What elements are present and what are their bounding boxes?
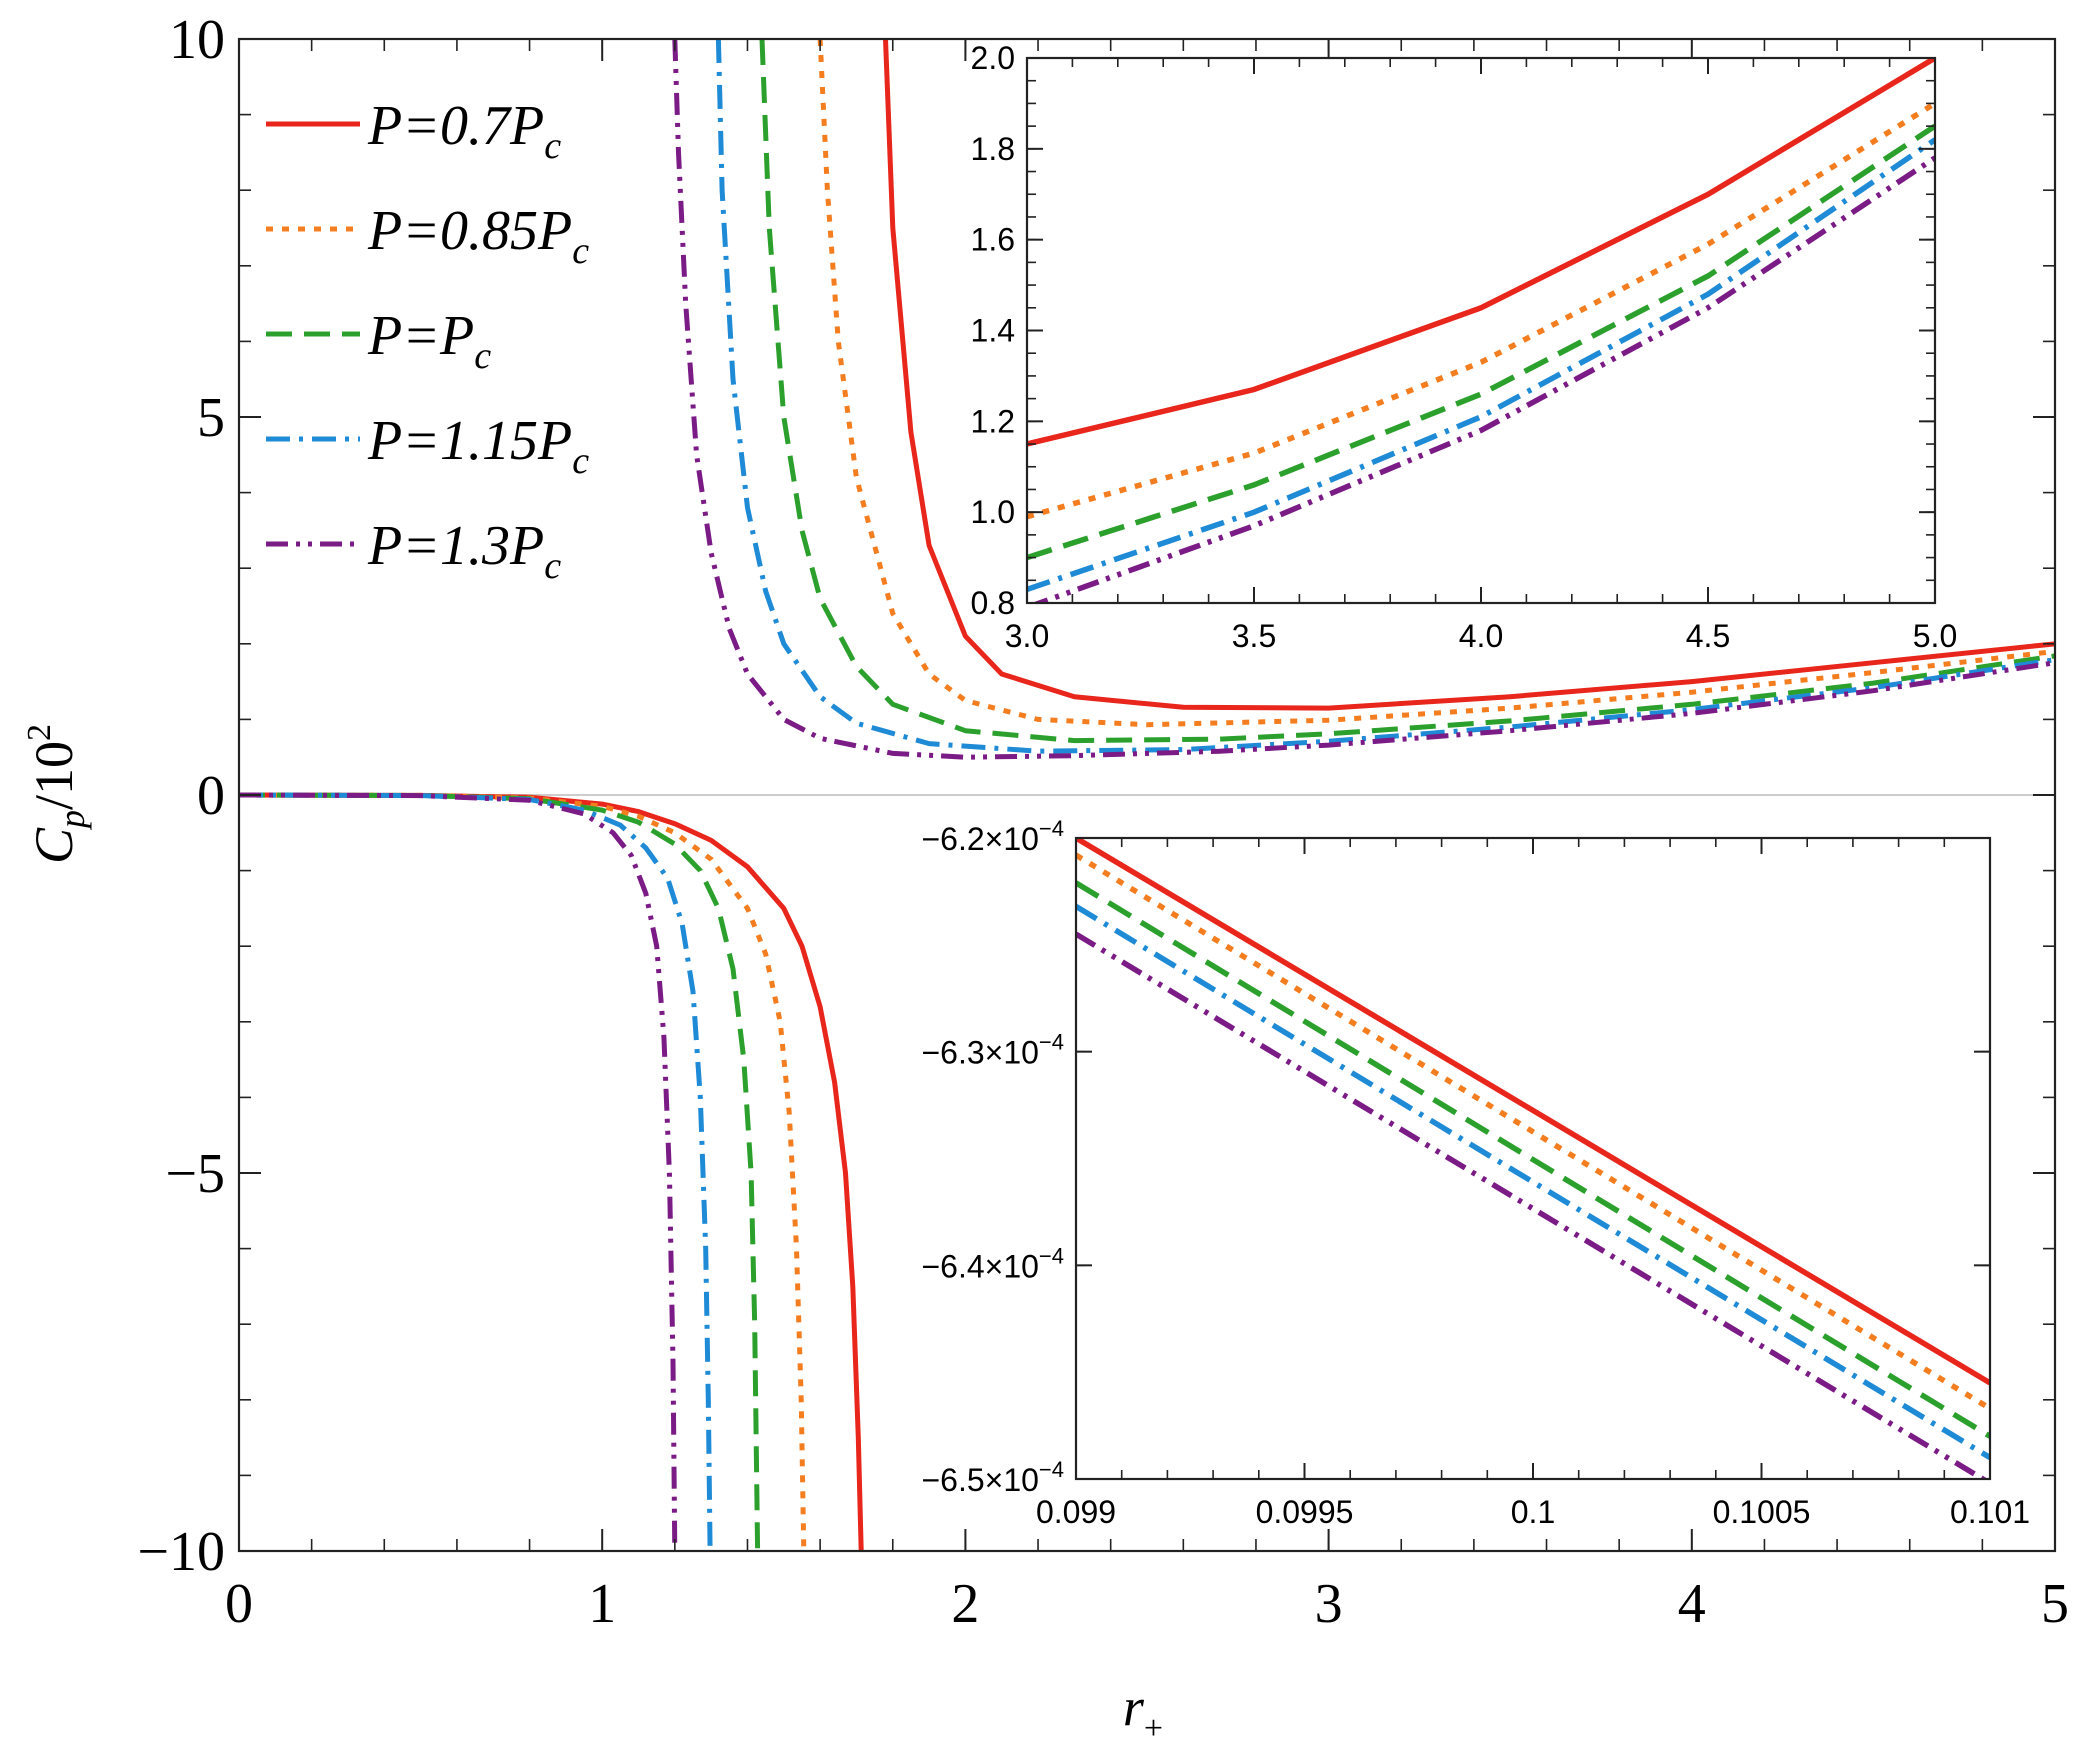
inset-top-x-tick-label: 4.0	[1459, 618, 1503, 654]
inset-bottom-x-tick-label: 0.099	[1036, 1494, 1116, 1530]
legend-label-0: P=0.7Pc	[367, 95, 561, 167]
series-line-1-pos	[817, 39, 2055, 728]
y-tick-label: 5	[197, 387, 225, 449]
legend-label-2: P=Pc	[367, 305, 491, 377]
series-line-0-pos	[883, 39, 2055, 711]
series-line-0-neg	[239, 792, 864, 1551]
inset-top-x-tick-label: 5.0	[1913, 618, 1957, 654]
series-line-4-pos	[672, 39, 2055, 760]
inset-top-y-tick-label: 1.4	[971, 313, 1015, 349]
inset-top-y-tick-label: 1.2	[971, 403, 1015, 439]
x-tick-label: 4	[1678, 1573, 1706, 1635]
inset-top-x-tick-label: 3.5	[1232, 618, 1276, 654]
x-tick-label: 1	[588, 1573, 616, 1635]
x-tick-label: 0	[225, 1573, 253, 1635]
y-axis-label: Cp/102	[21, 724, 92, 864]
inset-top-series-line-2	[1027, 123, 1935, 561]
legend-label-1: P=0.85Pc	[367, 200, 589, 272]
y-tick-label: −10	[137, 1521, 225, 1583]
main-series	[239, 39, 2055, 1551]
series-line-2-pos	[759, 39, 2055, 744]
series-line-1-neg	[239, 792, 807, 1551]
inset-top-y-tick-label: 1.8	[971, 131, 1015, 167]
series-line-4-neg	[239, 792, 678, 1551]
inset-top-series-line-3	[1027, 137, 1935, 593]
x-tick-label: 3	[1315, 1573, 1343, 1635]
inset-bottom-series-line-0	[1076, 838, 1990, 1386]
inset-bottom-y-tick-label: −6.5×10−4	[921, 1457, 1064, 1498]
inset-top-series-line-4	[1031, 155, 1935, 603]
inset-top-y-tick-label: 1.6	[971, 222, 1015, 258]
y-tick-label: 10	[169, 9, 225, 71]
inset-bottom-series-line-4	[1076, 931, 1989, 1479]
inset-bottom-y-tick-label: −6.2×10−4	[921, 816, 1064, 857]
y-tick-label: 0	[197, 765, 225, 827]
main-plot: 0 1 2 3 4 5 −10 −5 0 5 10	[137, 9, 2069, 1635]
inset-bottom-right: 0.099 0.0995 0.1 0.1005 0.101 −6.2×10−4 −6.3×1…	[921, 816, 2030, 1530]
inset-bottom-x-tick-label: 0.0995	[1256, 1494, 1354, 1530]
x-tick-label: 2	[951, 1573, 979, 1635]
x-tick-label: 5	[2041, 1573, 2069, 1635]
series-line-3-pos	[715, 39, 2055, 754]
inset-bottom-series-line-3	[1076, 904, 1990, 1460]
inset-top-series-line-1	[1027, 101, 1935, 520]
inset-top-y-tick-label: 1.0	[971, 494, 1015, 530]
inset-bottom-series-line-2	[1076, 880, 1990, 1439]
inset-top-series	[1027, 58, 1935, 603]
inset-top-series-line-0	[1027, 58, 1935, 447]
inset-top-x-tick-label: 3.0	[1005, 618, 1049, 654]
inset-bottom-y-tick-label: −6.4×10−4	[921, 1243, 1064, 1284]
inset-bottom-series-line-1	[1076, 852, 1990, 1411]
inset-bottom-x-tick-label: 0.1005	[1713, 1494, 1811, 1530]
inset-bottom-x-tick-label: 0.1	[1511, 1494, 1555, 1530]
inset-top-y-tick-label: 2.0	[971, 40, 1015, 76]
inset-top-y-tick-label: 0.8	[971, 585, 1015, 621]
inset-bottom-x-tick-label: 0.101	[1950, 1494, 2030, 1530]
legend-label-4: P=1.3Pc	[367, 515, 561, 587]
legend-label-3: P=1.15Pc	[367, 410, 589, 482]
inset-top-right: 3.0 3.5 4.0 4.5 5.0 0.8 1.0 1.2 1.4 1.6 1.8 2.0	[971, 40, 1958, 654]
inset-top-x-tick-label: 4.5	[1686, 618, 1730, 654]
inset-bottom-y-tick-label: −6.3×10−4	[921, 1030, 1064, 1071]
legend: P=0.7Pc P=0.85Pc P=Pc P=1.15Pc P=1.3Pc	[266, 95, 589, 587]
inset-bottom-series	[1076, 838, 1990, 1479]
y-tick-label: −5	[165, 1143, 225, 1205]
x-axis-label: r+	[1123, 1677, 1163, 1746]
